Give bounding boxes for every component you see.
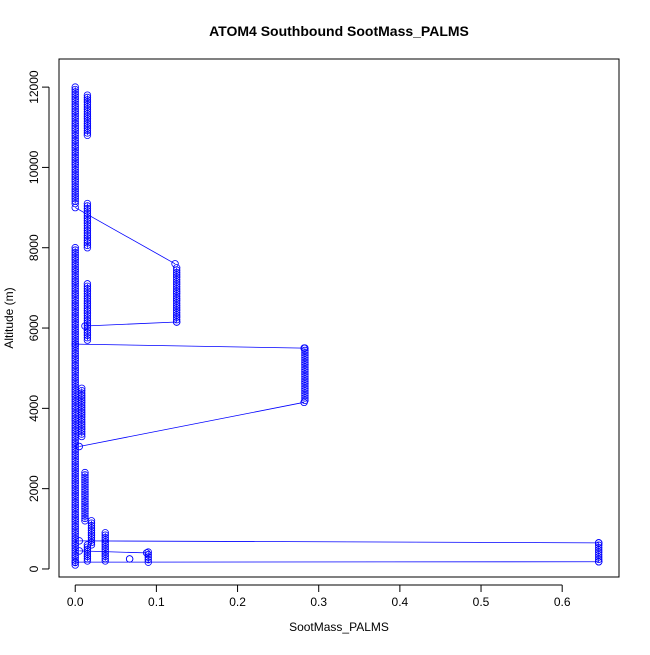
x-tick-label: 0.2 [229,595,246,609]
y-tick-label: 12000 [27,70,41,104]
x-axis-label: SootMass_PALMS [289,620,389,634]
x-tick-label: 0.1 [148,595,165,609]
y-tick-label: 4000 [27,395,41,422]
chart-title: ATOM4 Southbound SootMass_PALMS [209,23,469,39]
x-tick-label: 0.5 [473,595,490,609]
y-tick-label: 2000 [27,475,41,502]
y-tick-label: 6000 [27,314,41,341]
y-tick-label: 10000 [27,150,41,184]
x-tick-label: 0.3 [310,595,327,609]
x-tick-label: 0.4 [392,595,409,609]
x-tick-label: 0.0 [67,595,84,609]
y-axis-label: Altitude (m) [2,287,16,348]
y-tick-label: 0 [27,565,41,572]
x-tick-label: 0.6 [554,595,571,609]
y-tick-label: 8000 [27,234,41,261]
